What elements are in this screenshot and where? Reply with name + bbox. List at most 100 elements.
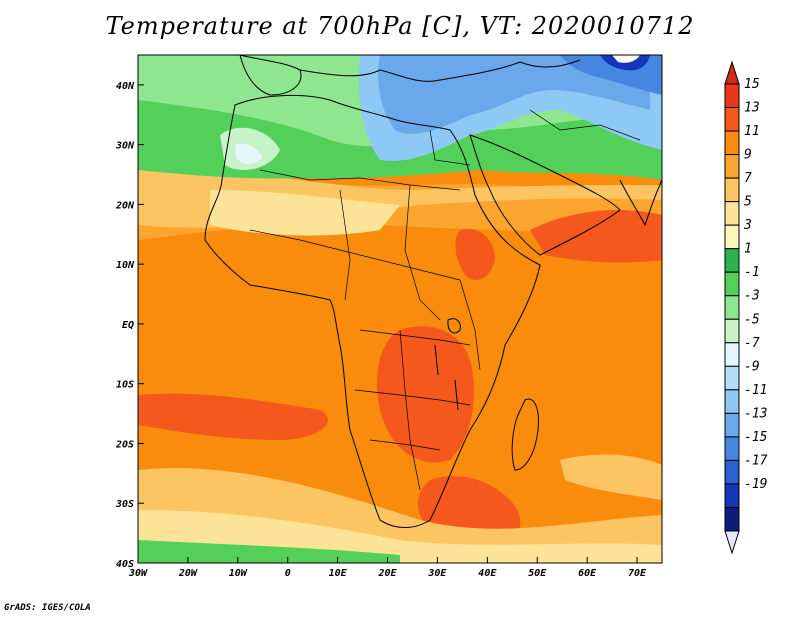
colorbar-label: 5 — [744, 195, 752, 210]
y-axis: 40N 30N 20N 10N EQ 10S 20S 30S 40S — [115, 81, 144, 570]
colorbar-label: 3 — [743, 218, 752, 233]
colorbar-label: -9 — [744, 359, 760, 374]
x-axis: 30W 20W 10W 0 10E 20E 30E 40E 50E 60E 70E — [128, 557, 647, 579]
x-tick-label: 30W — [128, 568, 148, 579]
border-11 — [429, 129, 471, 166]
colorbar-swatch — [724, 154, 740, 179]
lake-malawi — [454, 379, 459, 411]
credit-label: GrADS: IGES/COLA — [4, 603, 91, 613]
field-warm-atlantic — [138, 393, 328, 440]
border-7 — [369, 439, 441, 451]
colorbar-swatch — [724, 107, 740, 132]
lakes — [434, 318, 461, 411]
border-4 — [249, 229, 461, 281]
border-5 — [359, 329, 471, 346]
colorbar-label: -19 — [744, 477, 767, 492]
field-cold-core-w — [235, 143, 262, 164]
y-tick-label: 10S — [116, 380, 134, 391]
colorbar-swatch — [724, 318, 740, 344]
y-tick-label: 20S — [115, 439, 134, 450]
colorbar-label: -5 — [744, 312, 760, 327]
europe-coast — [299, 59, 581, 82]
colorbar-swatch — [724, 506, 740, 532]
border-8 — [399, 329, 421, 491]
border-9 — [459, 279, 481, 371]
colorbar-swatch — [724, 389, 740, 414]
x-tick-label: 10W — [229, 568, 248, 579]
india-coast — [619, 179, 662, 227]
field-cold-blue-2 — [378, 55, 650, 135]
colorbar-swatch — [724, 83, 740, 109]
plot-frame — [137, 54, 663, 564]
x-tick-label: 40E — [478, 568, 497, 579]
field-warm-arabian — [530, 210, 662, 263]
colorbar-label: 13 — [744, 101, 760, 116]
colorbar-label: 1 — [744, 242, 752, 257]
border-10 — [529, 109, 641, 141]
colorbar-swatch — [724, 130, 740, 156]
coastlines — [204, 55, 662, 528]
colorbar-swatch — [724, 436, 740, 461]
colorbar-swatch — [724, 248, 740, 273]
y-tick-label: 20N — [115, 200, 135, 211]
colorbar-label: 9 — [744, 148, 752, 163]
colorbar-swatch — [724, 342, 740, 367]
y-tick-label: 30N — [115, 141, 135, 152]
x-tick-label: 10E — [329, 568, 348, 579]
colorbar-label: 15 — [744, 77, 760, 92]
colorbar-top-arrow — [724, 60, 740, 85]
iberia — [239, 55, 302, 96]
colorbar-label: -17 — [744, 453, 768, 468]
field-warm-central — [376, 326, 474, 463]
y-tick-label: 30S — [115, 499, 134, 510]
colorbar-label: 7 — [744, 171, 752, 186]
colorbar-label: -3 — [744, 289, 760, 304]
colorbar-swatch — [724, 365, 740, 391]
colorbar-swatch — [724, 201, 740, 226]
colorbar-swatch — [724, 412, 740, 438]
arabian-peninsula — [469, 134, 621, 256]
border-6 — [354, 389, 471, 406]
border-1 — [259, 169, 461, 191]
colorbar-swatch — [724, 271, 740, 297]
colorbar-swatch — [724, 177, 740, 203]
colorbar: 15 13 11 9 7 5 3 1 -1 -3 -5 -7 -9 -11 -13 -15 -17 -19 — [724, 60, 768, 555]
madagascar — [511, 398, 539, 471]
field-south-east-band — [560, 454, 662, 500]
x-tick-label: 20E — [377, 568, 397, 579]
colorbar-label: -7 — [744, 336, 760, 351]
field-sahara-pale — [210, 190, 400, 236]
colorbar-label: -15 — [744, 430, 768, 445]
africa-coast — [204, 94, 541, 528]
x-tick-label: 20W — [178, 568, 198, 579]
x-tick-label: 0 — [285, 568, 291, 579]
y-tick-label: 40N — [116, 81, 135, 92]
colorbar-bottom-arrow — [724, 530, 740, 555]
temperature-field — [138, 55, 662, 563]
lake-victoria — [447, 318, 461, 334]
colorbar-label: 11 — [744, 124, 760, 139]
field-south-green — [138, 540, 400, 563]
x-tick-label: 50E — [528, 568, 547, 579]
field-cold-white — [612, 55, 640, 63]
colorbar-label: -11 — [744, 383, 767, 398]
x-tick-label: 70E — [628, 568, 647, 579]
border-3 — [404, 184, 441, 321]
colorbar-label: -1 — [744, 265, 760, 280]
colorbar-swatch — [724, 483, 740, 508]
colorbar-swatch — [724, 224, 740, 250]
y-tick-label: EQ — [122, 320, 134, 331]
lake-tanganyika — [434, 344, 439, 376]
y-tick-label: 10N — [116, 260, 135, 271]
y-tick-label: 40S — [116, 559, 134, 570]
field-warm-ethiopia — [455, 229, 495, 280]
colorbar-label: -13 — [744, 406, 767, 421]
borders — [249, 109, 641, 491]
border-2 — [339, 189, 351, 301]
x-tick-label: 30E — [427, 568, 447, 579]
colorbar-swatch — [724, 459, 740, 485]
x-tick-label: 60E — [578, 568, 597, 579]
map-title: Temperature at 700hPa [C], VT: 202001071… — [105, 12, 695, 40]
colorbar-swatch — [724, 295, 740, 320]
